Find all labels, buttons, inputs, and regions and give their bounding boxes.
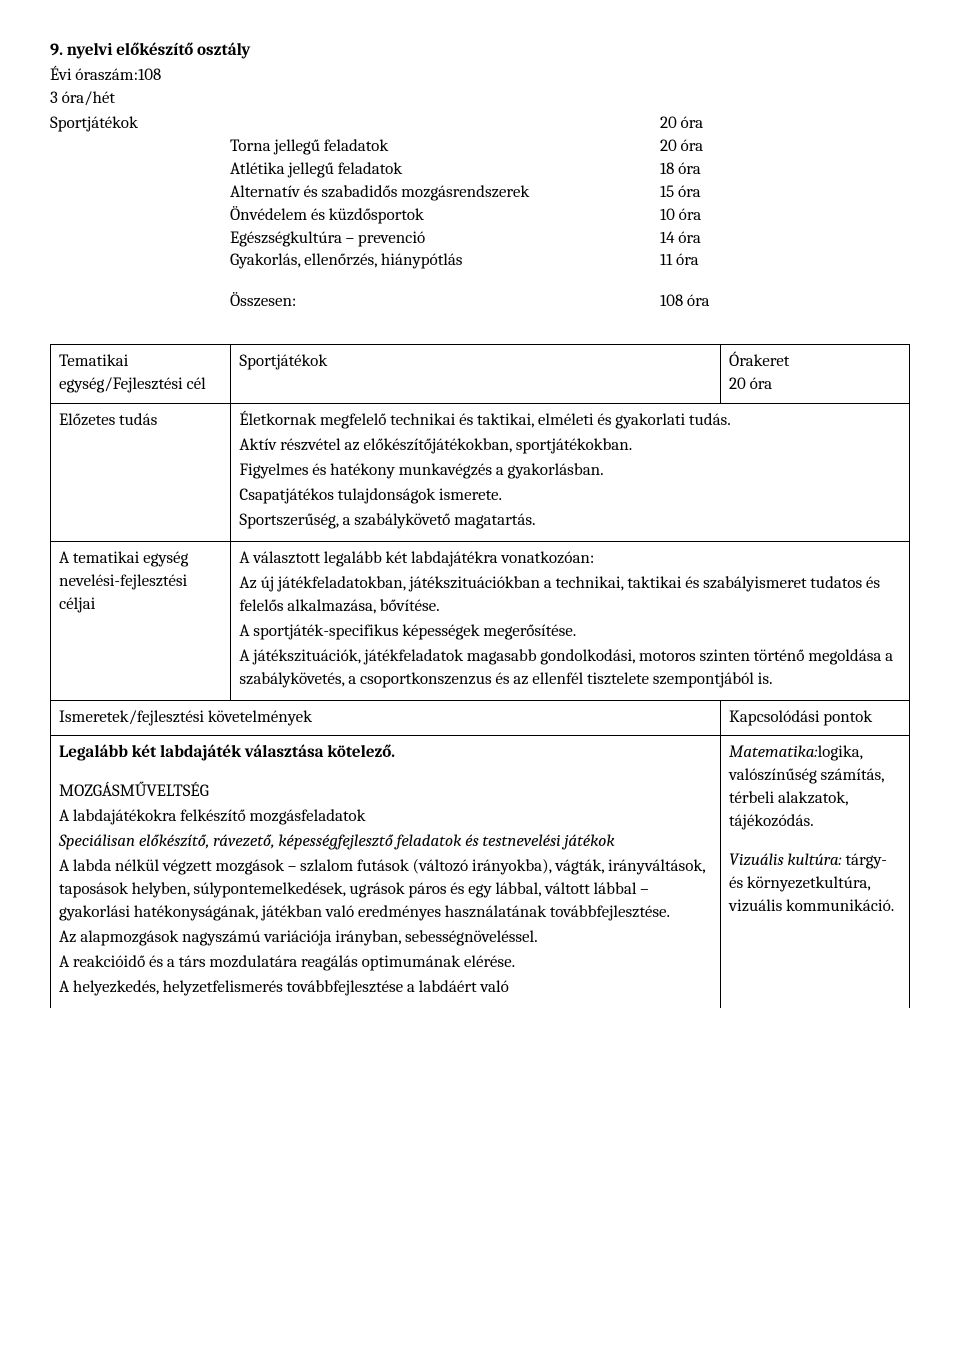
curriculum-table: Tematikai egység/Fejlesztési cél Sportjá…: [50, 344, 910, 1008]
summary-value: 108 óra: [660, 291, 750, 314]
text-line: Aktív részvétel az előkészítőjátékokban,…: [239, 435, 901, 458]
activity-label: Önvédelem és küzdősportok: [230, 205, 660, 228]
text-line: A reakcióidő és a társ mozdulatára reagá…: [59, 952, 712, 975]
activity-value: 18 óra: [660, 159, 750, 182]
activity-label: Alternatív és szabadidős mozgásrendszere…: [230, 182, 660, 205]
text-line: Az alapmozgások nagyszámú variációja irá…: [59, 927, 712, 950]
text-line: Legalább két labdajáték választása kötel…: [59, 742, 712, 765]
elozetes-content: Életkornak megfelelő technikai és taktik…: [231, 404, 910, 542]
text-line: A helyezkedés, helyzetfelismerés továbbf…: [59, 977, 712, 1000]
activity-value: 20 óra: [660, 136, 750, 159]
ismeretek-content: Legalább két labdajáték választása kötel…: [51, 736, 721, 1008]
orakeret-cell: Órakeret 20 óra: [721, 345, 910, 404]
page-title: 9. nyelvi előkészítő osztály: [50, 40, 910, 63]
celok-content: A választott legalább két labdajátékra v…: [231, 541, 910, 700]
text-line: Figyelmes és hatékony munkavégzés a gyak…: [239, 460, 901, 483]
text-line: Sportszerűség, a szabálykövető magatartá…: [239, 510, 901, 533]
celok-label: A tematikai egység nevelési-fejlesztési …: [51, 541, 231, 700]
annual-hours: Évi óraszám:108: [50, 65, 910, 88]
text-line: A játékszituációk, játékfeladatok magasa…: [239, 646, 901, 692]
unit-title-cell: Sportjátékok: [231, 345, 721, 404]
text-line: A sportjáték-specifikus képességek meger…: [239, 621, 901, 644]
summary-label: Összesen:: [230, 291, 660, 314]
activity-value: 10 óra: [660, 205, 750, 228]
activity-value: 11 óra: [660, 250, 750, 273]
orakeret-value: 20 óra: [729, 375, 772, 394]
first-activity-value: 20 óra: [660, 113, 750, 136]
activity-value: 14 óra: [660, 228, 750, 251]
activity-label: Egészségkultúra – prevenció: [230, 228, 660, 251]
kapcsolodasi-content: Matematika:logika, valószínűség számítás…: [721, 736, 910, 1008]
activity-label: Atlétika jellegű feladatok: [230, 159, 660, 182]
orakeret-label: Órakeret: [729, 352, 789, 371]
text-line: Csapatjátékos tulajdonságok ismerete.: [239, 485, 901, 508]
first-activity-value-pad: [230, 113, 660, 136]
text-line: MOZGÁSMŰVELTSÉG: [59, 781, 712, 804]
text-line: A labdajátékokra felkészítő mozgásfelada…: [59, 806, 712, 829]
kapcsolodasi-header: Kapcsolódási pontok: [721, 700, 910, 736]
ismeretek-header: Ismeretek/fejlesztési követelmények: [51, 700, 721, 736]
kapcs-subject: Matematika:: [729, 743, 818, 762]
kapcs-subject: Vizuális kultúra:: [729, 851, 842, 870]
activity-label: Torna jellegű feladatok: [230, 136, 660, 159]
activity-label: Gyakorlás, ellenőrzés, hiánypótlás: [230, 250, 660, 273]
text-line: Speciálisan előkészítő, rávezető, képess…: [59, 831, 712, 854]
text-line: Az új játékfeladatokban, játékszituációk…: [239, 573, 901, 619]
elozetes-label: Előzetes tudás: [51, 404, 231, 542]
text-line: Életkornak megfelelő technikai és taktik…: [239, 410, 901, 433]
text-line: A labda nélkül végzett mozgások – szlalo…: [59, 856, 712, 925]
text-line: A választott legalább két labdajátékra v…: [239, 548, 901, 571]
weekly-hours: 3 óra/hét: [50, 88, 910, 111]
first-activity-label: Sportjátékok: [50, 113, 220, 315]
hours-breakdown: Sportjátékok 20 óra Torna jellegű felada…: [50, 113, 910, 315]
unit-label-cell: Tematikai egység/Fejlesztési cél: [51, 345, 231, 404]
activity-value: 15 óra: [660, 182, 750, 205]
